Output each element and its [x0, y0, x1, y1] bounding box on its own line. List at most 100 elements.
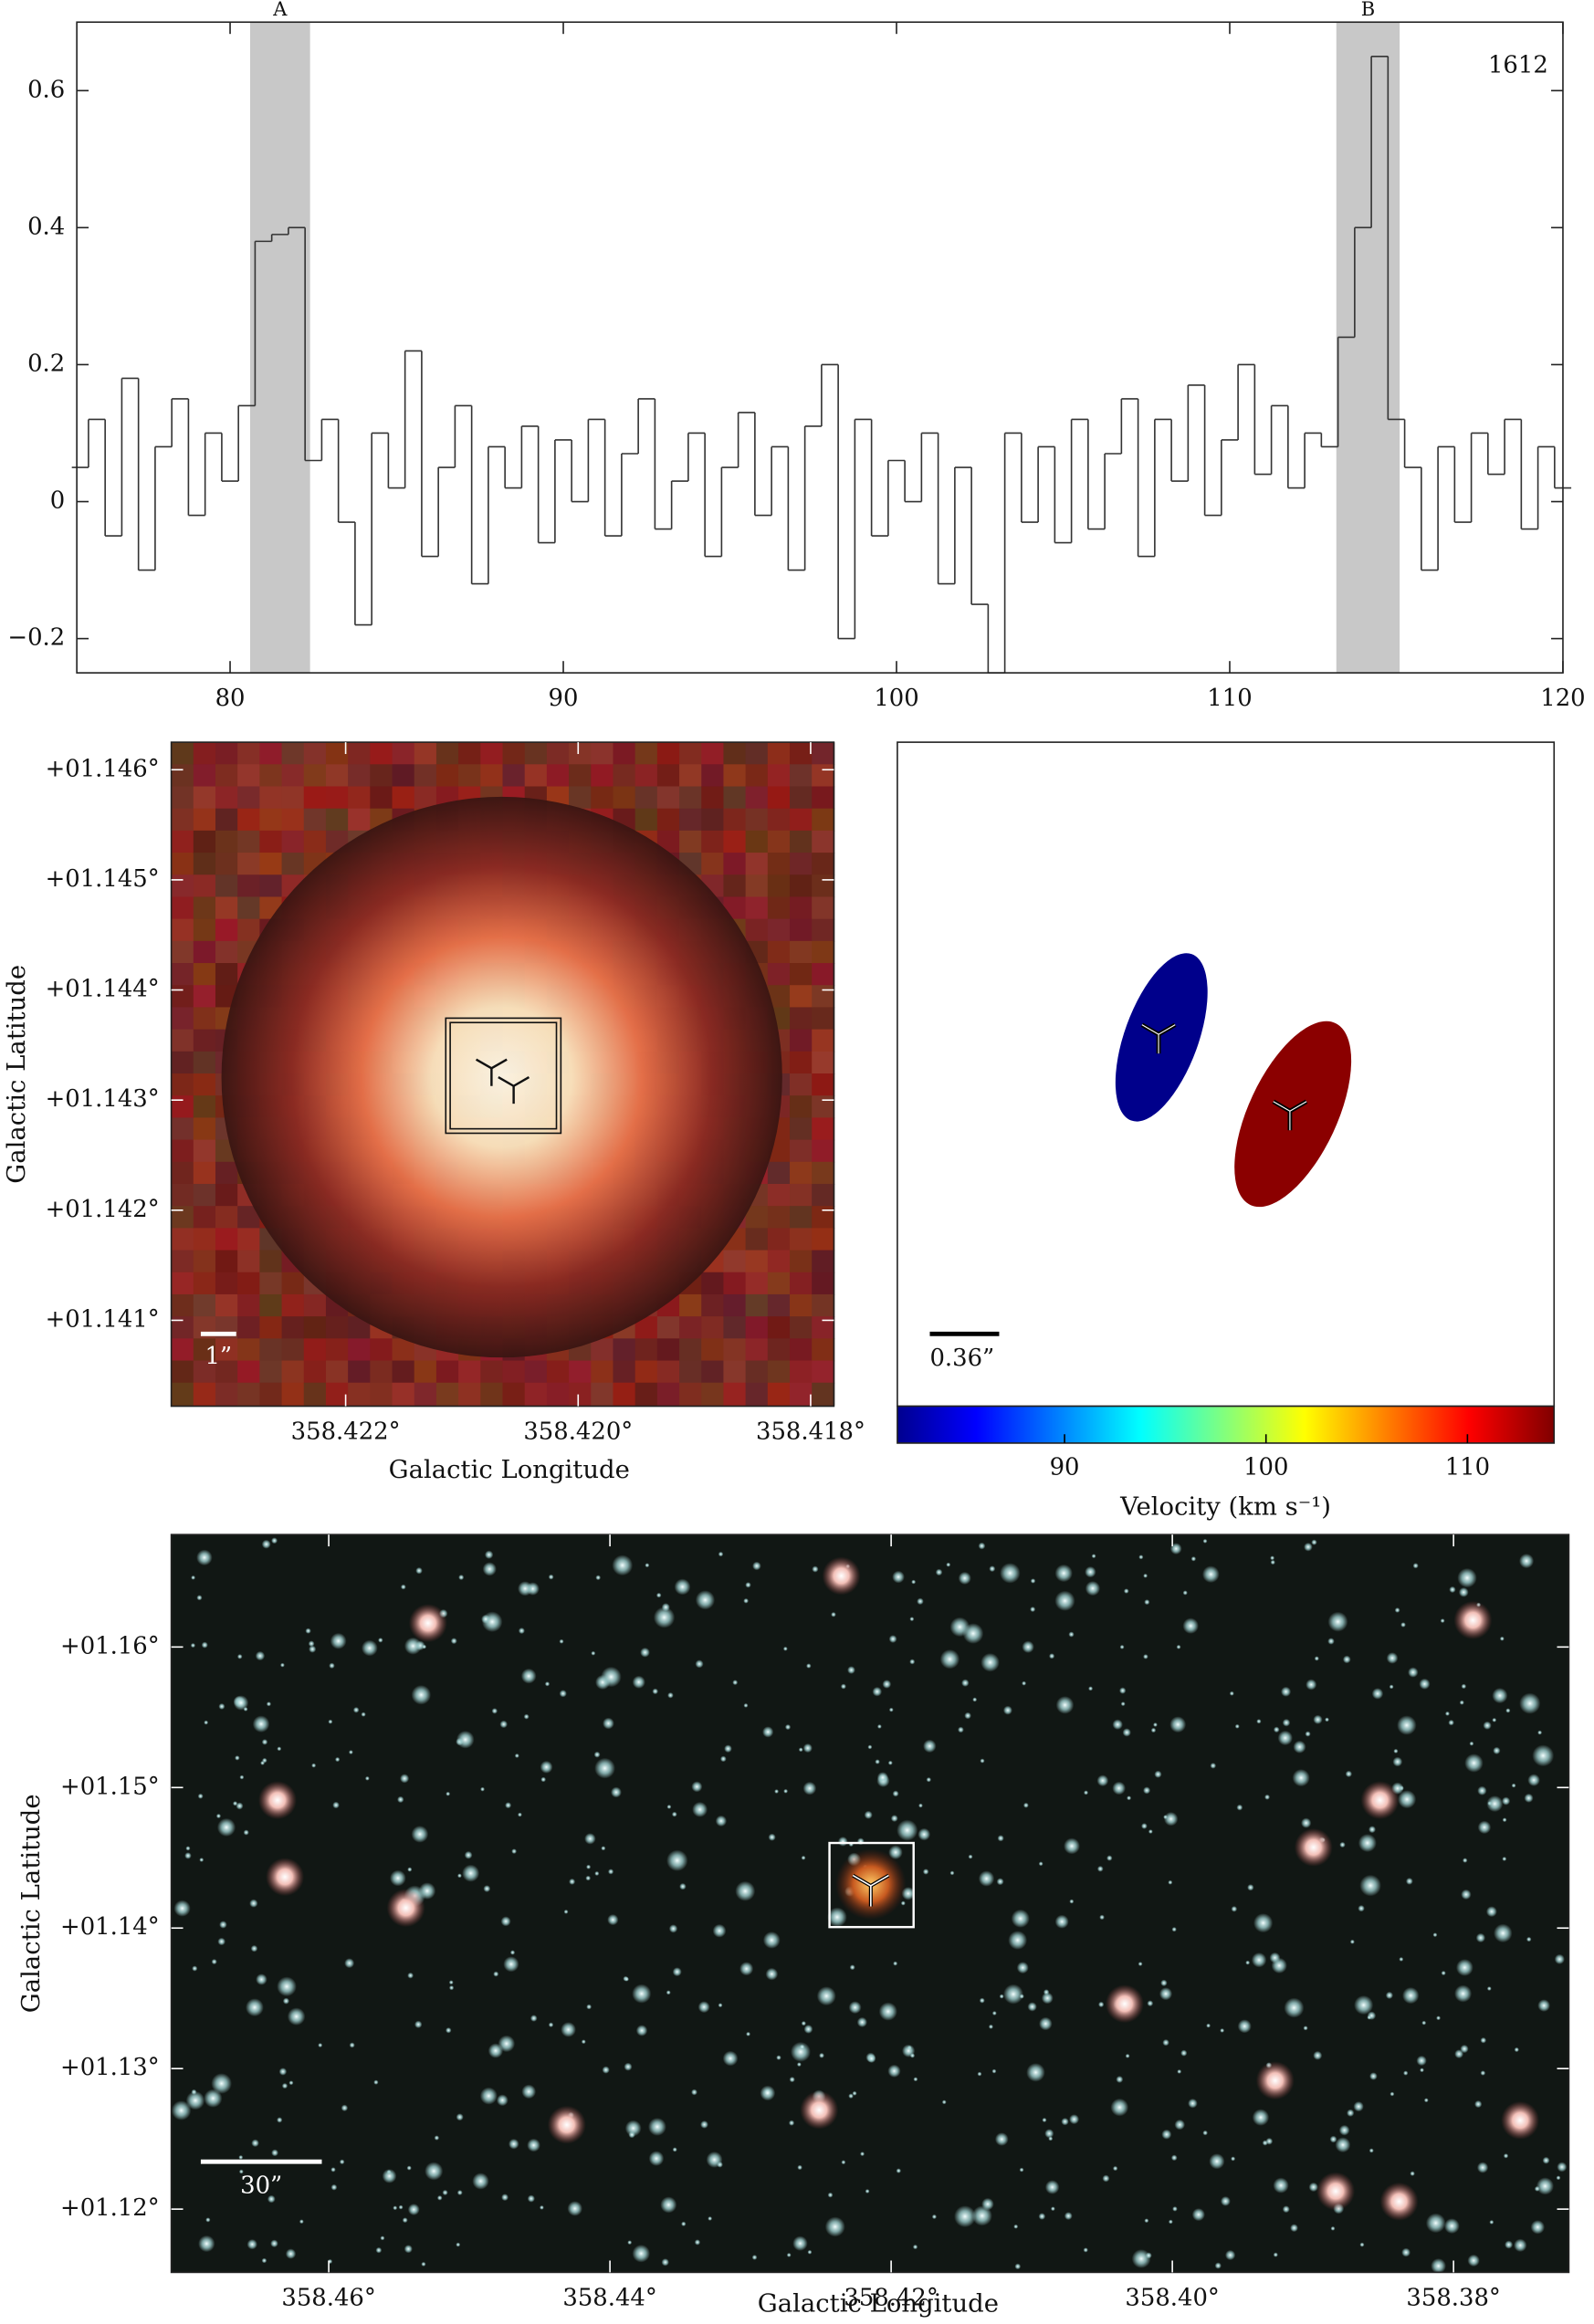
star — [246, 1998, 264, 2017]
y-axis-label: Galactic Latitude — [2, 965, 31, 1184]
star — [1313, 2050, 1323, 2060]
star — [594, 1757, 615, 1779]
star — [926, 1776, 932, 1783]
image-pixel — [812, 1139, 835, 1163]
star — [411, 1685, 432, 1705]
star — [205, 2217, 211, 2223]
star — [446, 1791, 451, 1796]
image-pixel — [701, 1293, 725, 1317]
star — [1483, 1721, 1492, 1730]
star — [586, 2004, 593, 2010]
image-pixel — [701, 1382, 725, 1406]
image-pixel — [502, 1360, 526, 1384]
star — [1055, 1696, 1075, 1714]
star — [334, 1756, 341, 1763]
star — [981, 1652, 1000, 1672]
star — [1269, 1952, 1281, 1963]
star — [1306, 1679, 1317, 1691]
image-pixel — [193, 830, 216, 853]
star — [1201, 1565, 1220, 1584]
star — [318, 2043, 323, 2048]
star — [979, 1997, 985, 2004]
star — [256, 1973, 267, 1985]
star — [691, 1781, 703, 1793]
image-pixel — [303, 1316, 327, 1340]
star — [1499, 1636, 1505, 1641]
star — [743, 1597, 749, 1604]
image-pixel — [303, 1338, 327, 1362]
star — [860, 2151, 865, 2157]
image-pixel — [679, 786, 703, 810]
image-pixel — [613, 786, 636, 810]
star — [1371, 1688, 1384, 1700]
star — [246, 2239, 257, 2250]
highlight-region — [1336, 22, 1400, 674]
star — [407, 1972, 414, 1979]
star — [718, 2003, 723, 2008]
star — [1432, 1932, 1438, 1938]
image-pixel — [656, 1360, 680, 1384]
image-pixel — [812, 985, 835, 1009]
image-pixel — [790, 1206, 813, 1230]
star — [518, 1812, 522, 1817]
star — [1054, 1564, 1073, 1583]
star — [1169, 1543, 1182, 1555]
star — [672, 2147, 677, 2152]
image-pixel — [303, 1382, 327, 1406]
star — [464, 1850, 473, 1859]
y-tick-label: 0.4 — [27, 213, 65, 240]
star — [1400, 1622, 1406, 1628]
image-pixel — [569, 742, 593, 766]
star — [1153, 1722, 1158, 1727]
image-pixel — [259, 874, 283, 898]
image-pixel — [370, 1338, 393, 1362]
star — [1502, 1857, 1507, 1861]
image-pixel — [790, 808, 813, 832]
x-tick-label: 120 — [1540, 685, 1585, 712]
star — [1191, 2208, 1205, 2222]
bright-star — [386, 1889, 425, 1928]
star — [624, 2062, 633, 2071]
star — [211, 1959, 217, 1965]
image-pixel — [325, 742, 349, 766]
image-pixel — [679, 764, 703, 788]
star — [888, 1707, 894, 1712]
image-pixel — [259, 1338, 283, 1362]
star — [912, 2244, 918, 2250]
star — [1180, 2049, 1188, 2057]
image-pixel — [193, 1382, 216, 1406]
star — [238, 2169, 244, 2174]
image-pixel — [767, 1293, 791, 1317]
star — [1014, 2263, 1022, 2270]
star — [1475, 1932, 1486, 1943]
image-pixel — [259, 830, 283, 853]
image-pixel — [171, 1206, 194, 1230]
image-pixel — [458, 742, 482, 766]
star — [1401, 2247, 1411, 2257]
star — [509, 2139, 519, 2150]
source-marker — [490, 1058, 508, 1070]
star — [595, 1575, 602, 1581]
x-tick-label: 80 — [215, 685, 246, 712]
image-pixel — [701, 1316, 725, 1340]
image-pixel — [812, 1293, 835, 1317]
bright-star — [257, 1781, 298, 1820]
image-pixel — [215, 918, 238, 942]
star — [406, 2165, 412, 2171]
star — [1526, 1936, 1532, 1942]
image-pixel — [812, 940, 835, 964]
star — [1039, 2016, 1053, 2031]
image-pixel — [303, 764, 327, 788]
bright-star — [1360, 1781, 1400, 1820]
star — [847, 1666, 855, 1674]
image-pixel — [171, 830, 194, 853]
scale-bar-label: 1” — [204, 1343, 232, 1370]
star — [288, 2080, 294, 2086]
star — [856, 2016, 867, 2028]
star — [191, 2088, 197, 2095]
star — [344, 1958, 355, 1969]
source-marker — [513, 1076, 530, 1087]
star — [968, 1854, 973, 1859]
image-pixel — [767, 1272, 791, 1295]
star — [1256, 1719, 1262, 1724]
